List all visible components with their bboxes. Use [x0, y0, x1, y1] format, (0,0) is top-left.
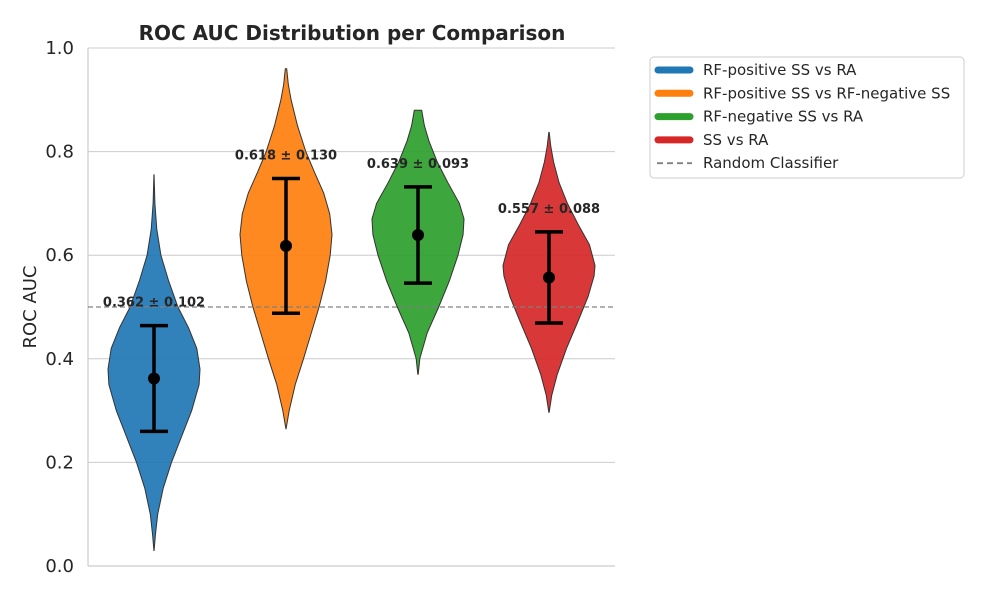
mean-point-4: [543, 271, 555, 283]
annotation-4: 0.557 ± 0.088: [498, 202, 600, 217]
annotation-3: 0.639 ± 0.093: [367, 157, 469, 172]
legend-label: RF-negative SS vs RA: [703, 108, 864, 126]
y-tick-label: 1.0: [45, 38, 74, 59]
mean-point-1: [148, 372, 160, 384]
legend-label: Random Classifier: [703, 154, 839, 172]
y-tick-labels: 0.0 0.2 0.4 0.6 0.8 1.0: [45, 38, 74, 577]
y-axis-label: ROC AUC: [20, 265, 41, 348]
y-tick-label: 0.6: [45, 245, 74, 266]
y-tick-label: 0.0: [45, 556, 74, 577]
legend-label: RF-positive SS vs RF-negative SS: [703, 84, 950, 102]
y-tick-label: 0.4: [45, 349, 74, 370]
annotation-2: 0.618 ± 0.130: [235, 149, 337, 164]
mean-point-3: [412, 229, 424, 241]
mean-point-2: [280, 240, 292, 252]
legend-label: SS vs RA: [703, 131, 769, 149]
legend: RF-positive SS vs RA RF-positive SS vs RF…: [650, 57, 964, 178]
legend-label: RF-positive SS vs RA: [703, 61, 857, 79]
y-tick-label: 0.2: [45, 452, 74, 473]
y-tick-label: 0.8: [45, 142, 74, 163]
chart-title: ROC AUC Distribution per Comparison: [139, 21, 566, 45]
annotation-1: 0.362 ± 0.102: [103, 296, 205, 311]
